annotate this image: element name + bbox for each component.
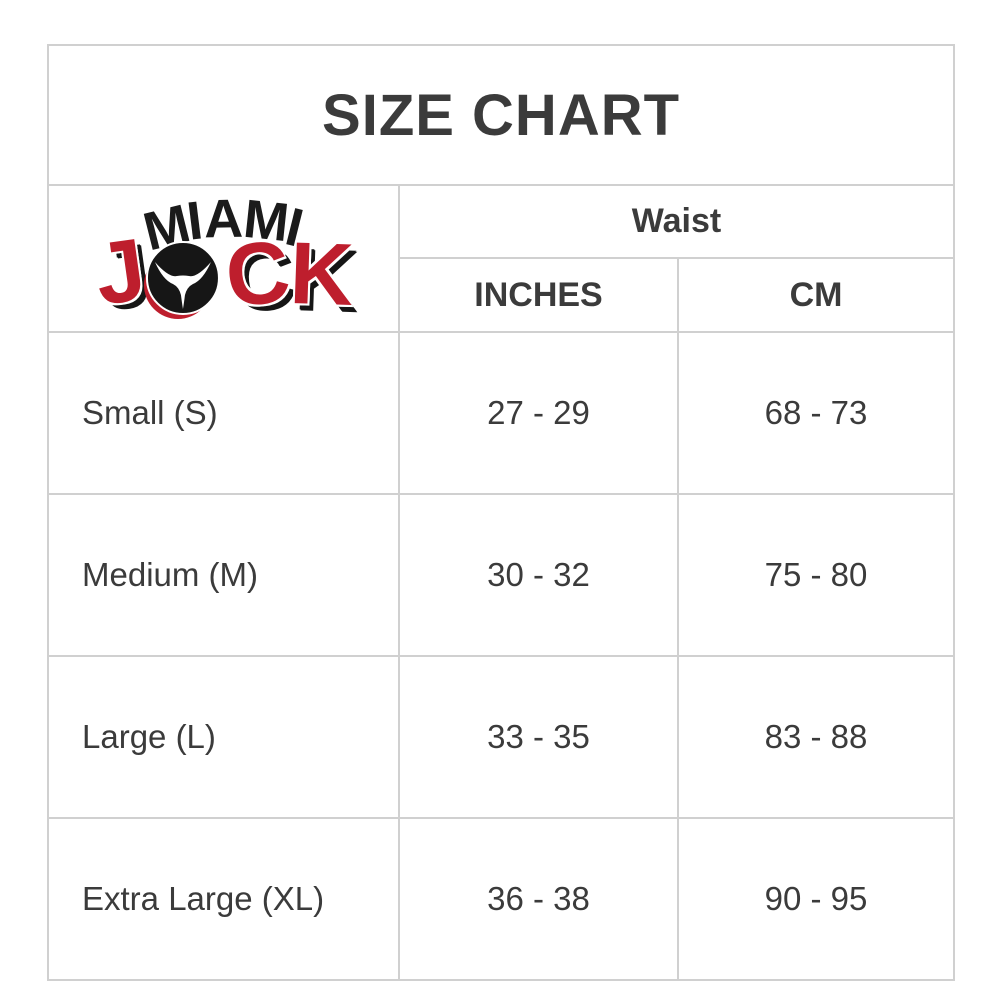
jockstrap-o-icon [143, 238, 223, 322]
table-row-medium: Medium (M) 30 - 32 75 - 80 [47, 493, 956, 657]
cm-value: 83 - 88 [676, 655, 956, 819]
table-row-extra-large: Extra Large (XL) 36 - 38 90 - 95 [47, 817, 956, 981]
table-row-small: Small (S) 27 - 29 68 - 73 [47, 331, 956, 495]
cm-value: 90 - 95 [676, 817, 956, 981]
logo-letter: J [88, 218, 149, 324]
cm-value: 75 - 80 [676, 493, 956, 657]
size-chart-table: SIZE CHART MIAMI J [46, 44, 956, 981]
table-row-large: Large (L) 33 - 35 83 - 88 [47, 655, 956, 819]
cm-column-header: CM [676, 257, 956, 333]
column-header-row: INCHES CM [48, 257, 956, 333]
size-label: Extra Large (XL) [47, 817, 400, 981]
logo-jock-text: J C K [88, 219, 354, 326]
page-title: SIZE CHART [46, 44, 956, 186]
inches-value: 27 - 29 [398, 331, 679, 495]
logo-letter: K [288, 222, 354, 324]
title-row: SIZE CHART [46, 44, 956, 186]
cm-value: 68 - 73 [676, 331, 956, 495]
size-label: Large (L) [47, 655, 400, 819]
group-header-row: MIAMI J C K [47, 184, 956, 333]
inches-value: 36 - 38 [398, 817, 679, 981]
brand-logo-cell: MIAMI J C K [47, 184, 400, 333]
size-label: Medium (M) [47, 493, 400, 657]
inches-column-header: INCHES [398, 257, 679, 333]
size-label: Small (S) [47, 331, 400, 495]
waist-group-header: Waist [397, 184, 956, 259]
miami-jock-logo: MIAMI J C K [74, 188, 374, 328]
logo-letter: C [221, 220, 293, 326]
inches-value: 33 - 35 [398, 655, 679, 819]
inches-value: 30 - 32 [398, 493, 679, 657]
